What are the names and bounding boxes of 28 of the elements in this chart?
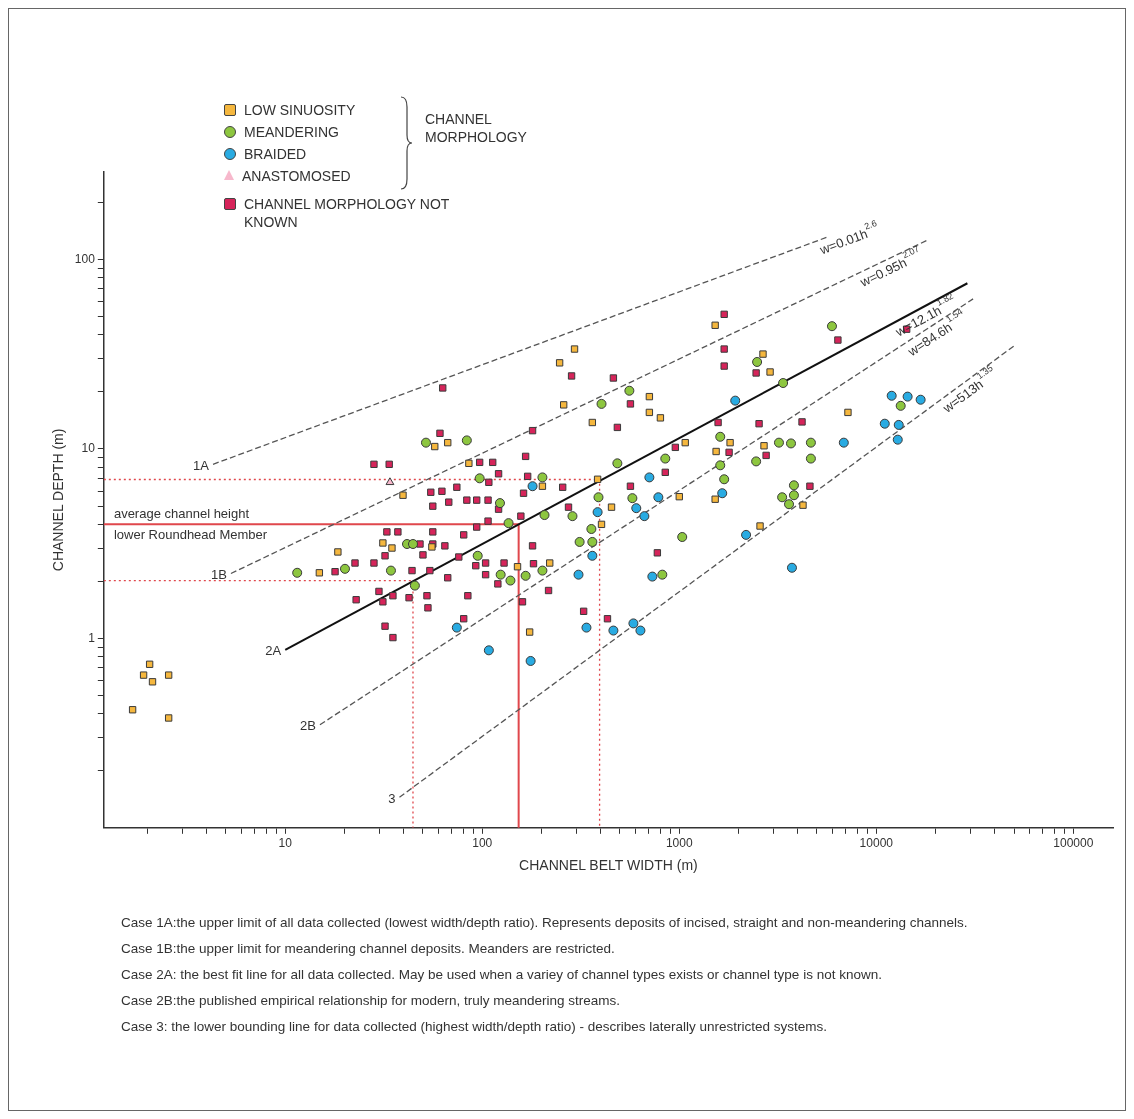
y-tick-label: 1	[88, 630, 96, 645]
text: Case 2B:the published empirical relationship for modern, truly meandering streams.	[121, 992, 621, 1009]
x-tick-label: 1000	[665, 836, 693, 851]
x-tick-label: 10000	[859, 836, 894, 851]
legend-label: ANASTOMOSED	[242, 167, 351, 185]
x-tick-label: 100000	[1053, 836, 1094, 851]
legend-label: LOW SINUOSITY	[244, 101, 356, 119]
legend-title: CHANNEL MORPHOLOGY	[425, 110, 528, 146]
series-label: 2A	[265, 643, 282, 659]
legend-label: BRAIDED	[244, 145, 307, 163]
x-axis-title: CHANNEL BELT WIDTH (m)	[519, 857, 698, 874]
series-label: 1B	[211, 567, 227, 583]
series-label: 2B	[300, 718, 316, 734]
text: Case 1A:the upper limit of all data collected (lowest width/depth ratio). Represents deposits of incised, straight and non-meandering channels.	[121, 914, 969, 931]
series-label: 1A	[193, 457, 210, 473]
legend-label: CHANNEL MORPHOLOGY NOT KNOWN	[244, 195, 451, 231]
annotation: lower Roundhead Member	[113, 526, 268, 542]
annotation: average channel height	[113, 505, 250, 521]
y-tick-label: 10	[81, 441, 96, 456]
text: Case 1B:the upper limit for meandering channel deposits. Meanders are restricted.	[121, 940, 616, 957]
text: Case 2A: the best fit line for all data collected. May be used when a variey of channel types exists or channel type is not known.	[121, 966, 883, 983]
series-label: 3	[388, 790, 396, 806]
x-tick-label: 100	[472, 836, 493, 851]
y-axis-title: CHANNEL DEPTH (m)	[50, 428, 67, 572]
legend-label: MEANDERING	[244, 123, 339, 141]
y-tick-label: 100	[74, 251, 96, 266]
text: Case 3: the lower bounding line for data collected (highest width/depth ratio) - describes laterally unrestricted systems.	[121, 1018, 829, 1035]
x-tick-label: 10	[278, 836, 293, 851]
